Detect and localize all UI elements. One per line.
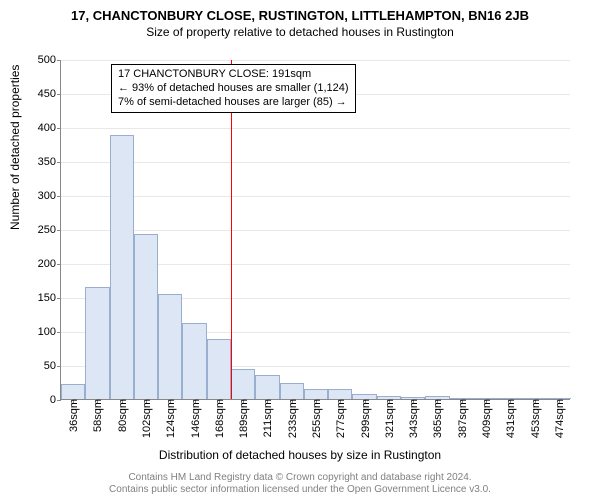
histogram-bar [207,339,231,399]
annotation-line: 7% of semi-detached houses are larger (8… [118,96,349,110]
plot-area: 05010015020025030035040045050036sqm58sqm… [60,60,570,400]
y-tick-label: 400 [38,122,61,134]
gridline [61,196,570,197]
histogram-bar [231,369,255,399]
x-tick-label: 474sqm [552,399,566,438]
x-tick-label: 299sqm [358,399,372,438]
x-tick-label: 124sqm [163,399,177,438]
histogram-bar [85,287,109,399]
y-tick-label: 450 [38,88,61,100]
gridline [61,162,570,163]
histogram-bar [280,383,304,399]
histogram-bar [182,323,206,399]
x-tick-label: 36sqm [66,399,80,432]
y-axis-label: Number of detached properties [8,65,22,230]
y-tick-label: 100 [38,326,61,338]
x-tick-label: 453sqm [528,399,542,438]
x-tick-label: 102sqm [139,399,153,438]
x-tick-label: 233sqm [285,399,299,438]
x-tick-label: 146sqm [188,399,202,438]
y-tick-label: 200 [38,258,61,270]
x-tick-label: 189sqm [236,399,250,438]
x-tick-label: 431sqm [503,399,517,438]
histogram-bar [110,135,134,399]
y-tick-label: 150 [38,292,61,304]
y-tick-label: 50 [44,360,61,372]
x-tick-label: 343sqm [406,399,420,438]
gridline [61,128,570,129]
x-tick-label: 277sqm [333,399,347,438]
x-tick-label: 255sqm [309,399,323,438]
y-tick-label: 0 [50,394,61,406]
x-tick-label: 365sqm [430,399,444,438]
footer: Contains HM Land Registry data © Crown c… [0,472,600,496]
x-tick-label: 409sqm [479,399,493,438]
x-tick-label: 211sqm [260,399,274,437]
histogram-bar [158,294,182,399]
x-tick-label: 321sqm [382,399,396,438]
y-tick-label: 350 [38,156,61,168]
x-tick-label: 80sqm [115,399,129,432]
page-subtitle: Size of property relative to detached ho… [0,23,600,39]
y-tick-label: 250 [38,224,61,236]
histogram-bar [328,389,352,399]
gridline [61,230,570,231]
annotation-box: 17 CHANCTONBURY CLOSE: 191sqm← 93% of de… [111,64,356,113]
x-axis-label: Distribution of detached houses by size … [0,448,600,462]
histogram-bar [255,375,279,399]
annotation-line: 17 CHANCTONBURY CLOSE: 191sqm [118,68,349,82]
y-tick-label: 500 [38,54,61,66]
x-tick-label: 168sqm [212,399,226,438]
annotation-line: ← 93% of detached houses are smaller (1,… [118,82,349,96]
chart-area: 05010015020025030035040045050036sqm58sqm… [60,60,570,400]
y-tick-label: 300 [38,190,61,202]
x-tick-label: 58sqm [90,399,104,432]
page-title: 17, CHANCTONBURY CLOSE, RUSTINGTON, LITT… [0,0,600,23]
histogram-bar [134,234,158,399]
page-container: 17, CHANCTONBURY CLOSE, RUSTINGTON, LITT… [0,0,600,500]
histogram-bar [61,384,85,399]
x-tick-label: 387sqm [455,399,469,438]
footer-line-2: Contains public sector information licen… [0,484,600,496]
footer-line-1: Contains HM Land Registry data © Crown c… [0,472,600,484]
histogram-bar [304,389,328,399]
gridline [61,60,570,61]
